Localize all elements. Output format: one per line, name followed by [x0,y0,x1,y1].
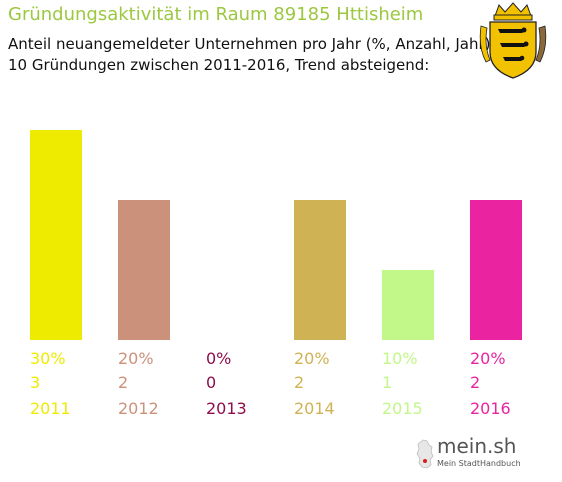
bar-2012 [118,200,170,340]
year-label-2014: 2014 [294,399,335,418]
crown-icon [493,2,533,21]
chart-description: 10 Gründungen zwischen 2011-2016, Trend … [8,56,430,74]
year-label-2015: 2015 [382,399,423,418]
mein-sh-logo[interactable]: mein.sh Mein StadtHandbuch [416,434,538,474]
year-label-2011: 2011 [30,399,71,418]
count-label-2013: 0 [206,373,216,392]
germany-map-icon [416,439,434,469]
logo-tagline: Mein StadtHandbuch [437,459,521,468]
count-label-2012: 2 [118,373,128,392]
percent-label-2014: 20% [294,349,330,368]
count-label-2015: 1 [382,373,392,392]
percent-label-2011: 30% [30,349,66,368]
count-label-2014: 2 [294,373,304,392]
percent-label-2015: 10% [382,349,418,368]
coat-of-arms-icon [479,2,547,79]
logo-name: mein.sh [437,434,517,458]
year-label-2016: 2016 [470,399,511,418]
count-label-2016: 2 [470,373,480,392]
percent-label-2012: 20% [118,349,154,368]
bar-2015 [382,270,434,340]
bar-2016 [470,200,522,340]
year-label-2012: 2012 [118,399,159,418]
percent-label-2013: 0% [206,349,231,368]
chart-title: Gründungsaktivität im Raum 89185 Httishe… [8,4,424,25]
chart-subtitle: Anteil neuangemeldeter Unternehmen pro J… [8,35,491,53]
year-label-2013: 2013 [206,399,247,418]
count-label-2011: 3 [30,373,40,392]
percent-label-2016: 20% [470,349,506,368]
bar-2011 [30,130,82,340]
bar-2014 [294,200,346,340]
